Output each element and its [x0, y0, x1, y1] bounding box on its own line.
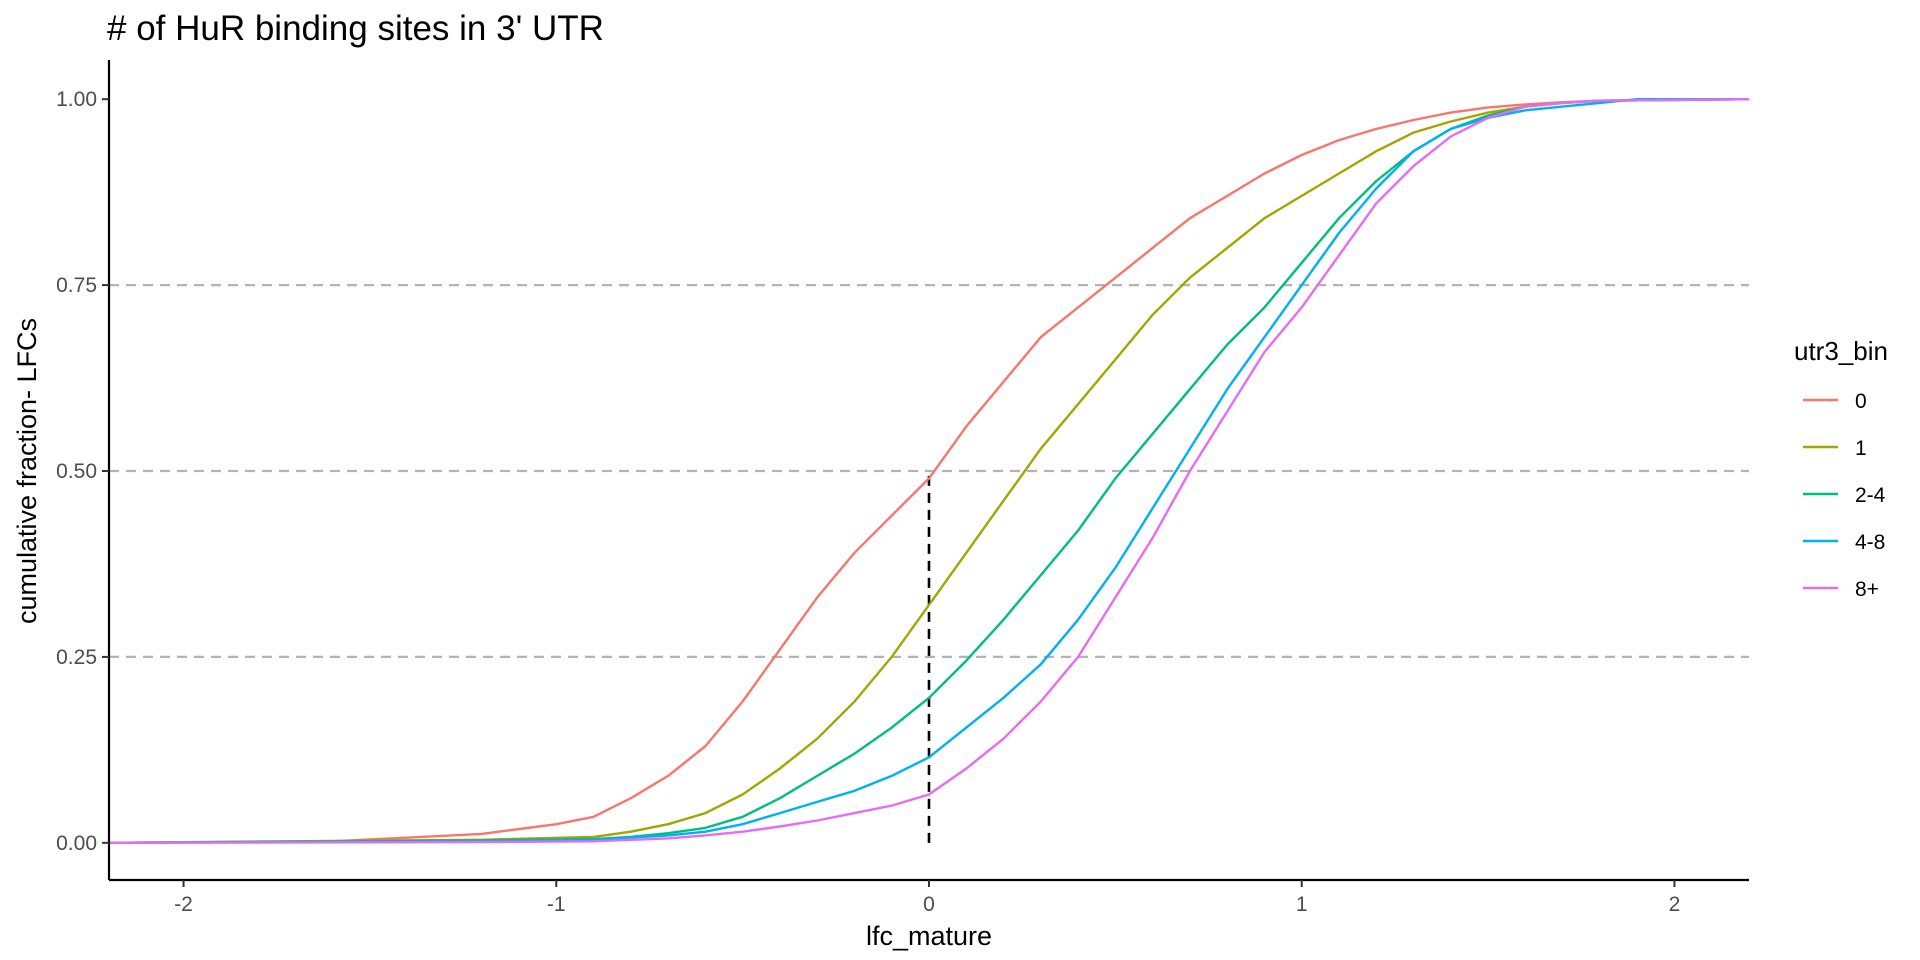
y-axis-title: cumulative fraction- LFCs: [12, 318, 42, 624]
ticks: -2 -1 0 1 2 0.00 0.25 0.50 0.75 1.00: [56, 88, 1680, 916]
legend-label-4-8: 4-8: [1855, 531, 1885, 554]
legend-title: utr3_bin: [1794, 336, 1888, 366]
legend-label-0: 0: [1855, 390, 1867, 413]
series-line-1: [108, 98, 1750, 844]
legend-label-8+: 8+: [1855, 578, 1879, 601]
x-tick-label: 1: [1296, 893, 1308, 916]
legend: utr3_bin 0 1 2-4 4-8 8+: [1794, 336, 1888, 601]
legend-label-2-4: 2-4: [1855, 484, 1886, 507]
chart-title: # of HuR binding sites in 3' UTR: [107, 9, 604, 48]
y-tick-label: 0.00: [56, 832, 97, 855]
x-tick-label: 2: [1669, 893, 1681, 916]
series-line-0: [108, 98, 1750, 844]
x-tick-label: -1: [547, 893, 566, 916]
y-tick-label: 1.00: [56, 88, 97, 111]
series-lines: [108, 98, 1750, 844]
y-tick-label: 0.50: [56, 460, 97, 483]
series-line-8+: [108, 98, 1750, 844]
x-axis-title: lfc_mature: [866, 921, 992, 951]
y-tick-label: 0.25: [56, 646, 97, 669]
x-tick-label: 0: [923, 893, 935, 916]
x-tick-label: -2: [174, 893, 193, 916]
reference-lines: [109, 283, 1749, 843]
y-tick-label: 0.75: [56, 274, 97, 297]
legend-label-1: 1: [1855, 437, 1867, 460]
